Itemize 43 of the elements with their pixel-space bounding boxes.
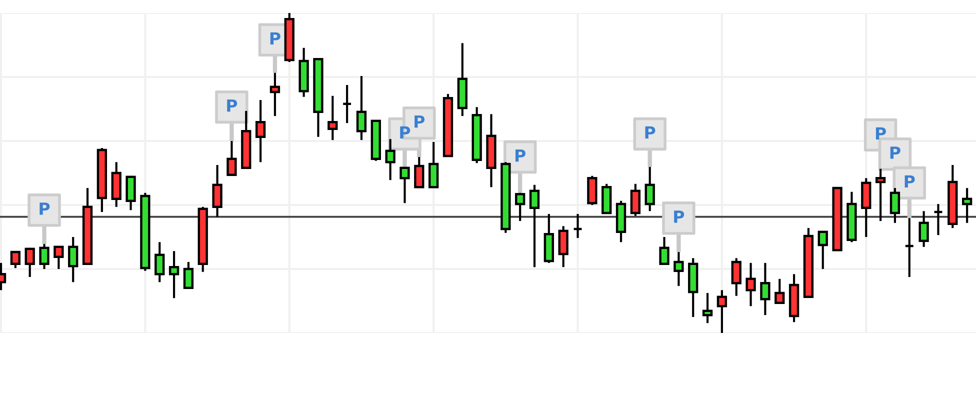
candlestick <box>168 250 180 300</box>
candlestick <box>54 244 64 270</box>
candlestick <box>68 236 78 284</box>
candlestick <box>342 84 352 124</box>
candlestick <box>126 174 136 212</box>
text: P <box>516 149 526 162</box>
candlestick <box>774 278 785 304</box>
candlestick <box>702 292 713 324</box>
candlestick <box>716 289 728 334</box>
text: P <box>40 202 50 215</box>
text: P <box>890 146 900 159</box>
candlestick <box>154 241 165 284</box>
candlestick <box>356 74 367 142</box>
candlestick <box>890 186 900 224</box>
candlestick <box>572 212 583 240</box>
candlestick <box>731 257 742 297</box>
candlestick <box>918 210 929 248</box>
candlestick <box>875 168 886 222</box>
legend-label: P <box>904 175 915 188</box>
candlestick <box>183 260 194 289</box>
candlestick <box>255 98 266 164</box>
text: P <box>414 116 425 128</box>
candlestick <box>212 164 222 218</box>
candlestick <box>760 262 770 316</box>
text: P <box>876 127 886 140</box>
candlestick <box>558 225 568 268</box>
text: P <box>227 100 238 112</box>
candlestick <box>24 246 35 278</box>
candlestick <box>529 184 540 268</box>
text: P <box>400 126 410 139</box>
text: P <box>270 32 280 44</box>
candlestick <box>385 138 396 182</box>
candlestick <box>328 94 338 142</box>
text: P <box>674 210 684 223</box>
text: P <box>645 126 656 139</box>
candlestick <box>659 236 670 265</box>
candlestick <box>962 186 972 224</box>
candlestick <box>630 182 641 217</box>
candlestick <box>10 250 21 270</box>
candlestick <box>746 262 756 308</box>
candlestick <box>933 202 944 236</box>
candlestick <box>428 140 439 188</box>
candlestick <box>818 230 828 270</box>
